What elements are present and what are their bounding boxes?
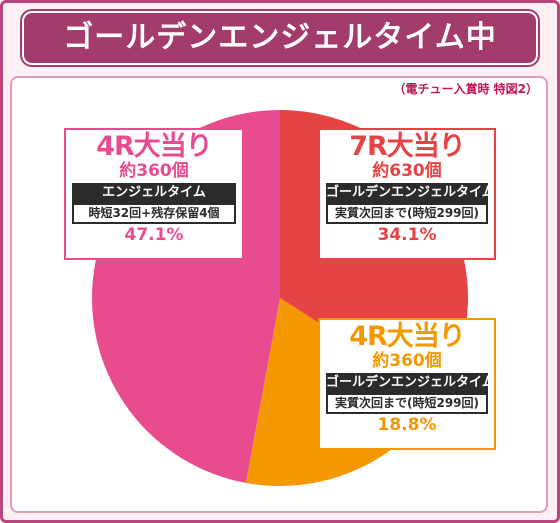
slice-label-4r-golden: 4R大当り 約360個 ゴールデンエンジェルタイム 実質次回まで(時短299回)… <box>318 318 496 450</box>
slice-count: 約360個 <box>372 351 442 371</box>
title-bar: ゴールデンエンジェルタイム中 <box>22 11 538 65</box>
slice-percent: 34.1% <box>377 225 437 245</box>
slice-label-4r-angel: 4R大当り 約360個 エンジェルタイム 時短32回+残存保留4個 47.1% <box>64 128 244 260</box>
slice-count: 約630個 <box>372 161 442 181</box>
slice-name: 4R大当り <box>96 131 213 162</box>
slice-condition: 実質次回まで(時短299回) <box>326 393 488 414</box>
slice-label-7r: 7R大当り 約630個 ゴールデンエンジェルタイム 実質次回まで(時短299回)… <box>318 128 496 260</box>
slice-condition: 実質次回まで(時短299回) <box>326 203 488 224</box>
slice-mode: ゴールデンエンジェルタイム <box>326 373 495 393</box>
slice-mode: エンジェルタイム <box>72 183 236 203</box>
slice-name: 4R大当り <box>349 321 466 352</box>
slice-condition: 時短32回+残存保留4個 <box>72 203 236 224</box>
slice-name: 7R大当り <box>349 131 466 162</box>
slice-percent: 47.1% <box>124 225 184 245</box>
chart-note: （電チュー入賞時 特図2） <box>393 82 538 96</box>
slice-mode: ゴールデンエンジェルタイム <box>326 183 495 203</box>
page-title: ゴールデンエンジェルタイム中 <box>63 20 497 55</box>
slice-percent: 18.8% <box>377 415 437 435</box>
slice-count: 約360個 <box>119 161 189 181</box>
